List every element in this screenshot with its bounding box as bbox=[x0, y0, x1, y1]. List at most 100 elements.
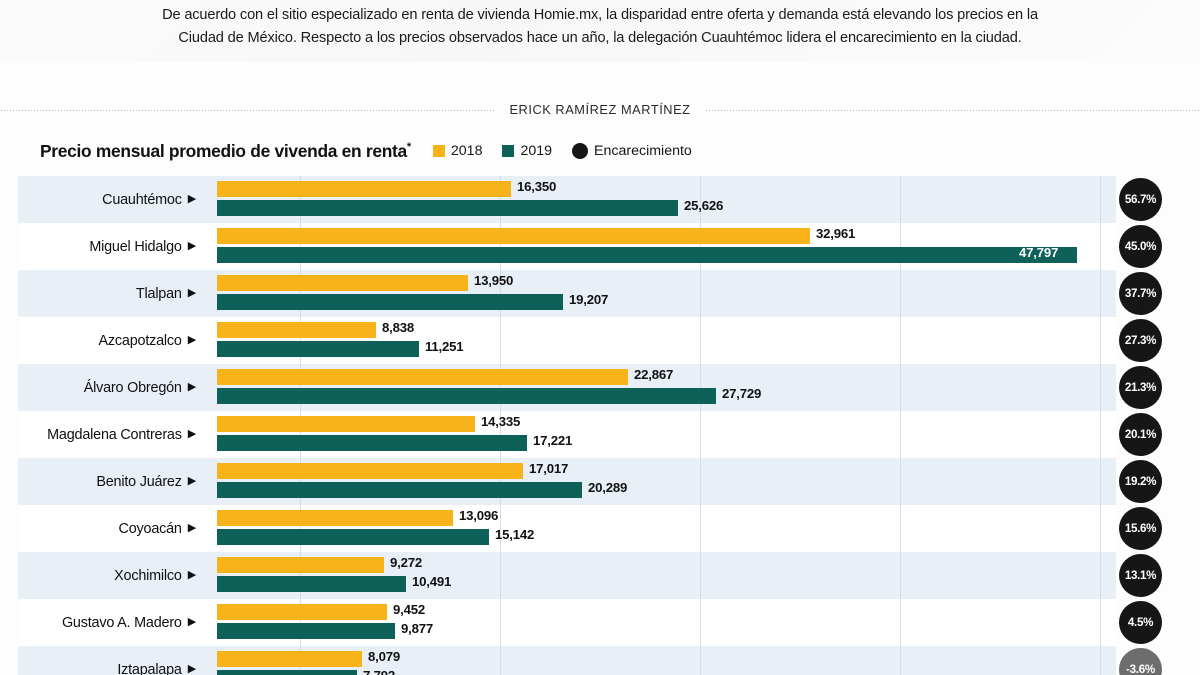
chart-row[interactable]: Azcapotzalco ▶ 8,838 11,251 27.3% bbox=[0, 317, 1200, 364]
gridline bbox=[900, 552, 901, 599]
chart-row[interactable]: Coyoacán ▶ 13,096 15,142 15.6% bbox=[0, 505, 1200, 552]
category-label: Benito Juárez ▶ bbox=[0, 458, 196, 505]
deck-line-1: De acuerdo con el sitio especializado en… bbox=[162, 7, 1038, 23]
bar-2019[interactable] bbox=[217, 482, 582, 498]
gridline bbox=[300, 458, 301, 505]
chart-row[interactable]: Xochimilco ▶ 9,272 10,491 13.1% bbox=[0, 552, 1200, 599]
bar-2019[interactable] bbox=[217, 576, 406, 592]
gridline bbox=[500, 176, 501, 223]
chart-row[interactable]: Cuauhtémoc ▶ 16,350 25,626 56.7% bbox=[0, 176, 1200, 223]
chart-row[interactable]: Gustavo A. Madero ▶ 9,452 9,877 4.5% bbox=[0, 599, 1200, 646]
gridline bbox=[700, 458, 701, 505]
bar-2018[interactable] bbox=[217, 275, 468, 291]
gridline bbox=[300, 270, 301, 317]
gridline bbox=[500, 599, 501, 646]
author-byline: ERICK RAMÍREZ MARTÍNEZ bbox=[509, 101, 691, 117]
gridline bbox=[900, 646, 901, 675]
bar-value-label: 9,452 bbox=[393, 602, 426, 617]
category-label-text: Benito Juárez bbox=[96, 473, 182, 490]
bar-2018[interactable] bbox=[217, 322, 376, 338]
gridline bbox=[1100, 646, 1101, 675]
gridline bbox=[900, 505, 901, 552]
category-label: Magdalena Contreras ▶ bbox=[0, 411, 196, 458]
gridline bbox=[700, 317, 701, 364]
bar-2019[interactable] bbox=[217, 200, 678, 216]
bar-chart-plot: Cuauhtémoc ▶ 16,350 25,626 56.7% Miguel Hidal… bbox=[0, 176, 1200, 675]
byline-row: ERICK RAMÍREZ MARTÍNEZ bbox=[0, 96, 1200, 122]
caret-right-icon: ▶ bbox=[187, 569, 196, 581]
caret-right-icon: ▶ bbox=[187, 663, 196, 675]
bar-2018[interactable] bbox=[217, 181, 511, 197]
bar-2018[interactable] bbox=[217, 510, 453, 526]
bar-value-label: 13,950 bbox=[474, 273, 514, 288]
row-bars: 8,838 11,251 bbox=[217, 317, 1200, 364]
bar-2018[interactable] bbox=[217, 416, 475, 432]
deck-text: De acuerdo con el sitio especializado en… bbox=[0, 0, 1200, 62]
gridline bbox=[300, 505, 301, 552]
bar-2018[interactable] bbox=[217, 369, 628, 385]
chart-row[interactable]: Álvaro Obregón ▶ 22,867 27,729 21.3% bbox=[0, 364, 1200, 411]
gridline bbox=[900, 599, 901, 646]
row-bars: 13,096 15,142 bbox=[217, 505, 1200, 552]
gridline bbox=[900, 270, 901, 317]
chart-row[interactable]: Magdalena Contreras ▶ 14,335 17,221 20.1% bbox=[0, 411, 1200, 458]
bar-value-label: 17,017 bbox=[529, 461, 569, 476]
gridline bbox=[1100, 270, 1101, 317]
legend-label-encarecimiento: Encarecimiento bbox=[594, 143, 692, 159]
chart-row[interactable]: Iztapalapa ▶ 8,079 7,792 -3.6% bbox=[0, 646, 1200, 675]
category-label: Álvaro Obregón ▶ bbox=[0, 364, 196, 411]
encarecimiento-badge: 20.1% bbox=[1119, 413, 1162, 456]
chart-row[interactable]: Benito Juárez ▶ 17,017 20,289 19.2% bbox=[0, 458, 1200, 505]
bar-2019[interactable] bbox=[217, 623, 395, 639]
gridline bbox=[500, 364, 501, 411]
category-label: Coyoacán ▶ bbox=[0, 505, 197, 552]
gridline bbox=[700, 505, 701, 552]
bar-2019[interactable] bbox=[217, 529, 489, 545]
legend-label-2019: 2019 bbox=[520, 143, 553, 159]
gridlines bbox=[217, 505, 1116, 552]
legend-item-encarecimiento[interactable]: Encarecimiento bbox=[572, 143, 692, 159]
gridline bbox=[900, 176, 901, 223]
bar-value-label: 19,207 bbox=[569, 292, 609, 307]
caret-right-icon: ▶ bbox=[187, 428, 196, 440]
bar-2018[interactable] bbox=[217, 228, 810, 244]
chart-title-text: Precio mensual promedio de vivenda en re… bbox=[40, 140, 407, 161]
category-label-text: Álvaro Obregón bbox=[83, 379, 182, 396]
bar-2019[interactable] bbox=[217, 388, 716, 404]
category-label: Xochimilco ▶ bbox=[0, 552, 196, 599]
gridline bbox=[500, 646, 501, 675]
bar-2019[interactable] bbox=[217, 670, 357, 675]
bar-2018[interactable] bbox=[217, 604, 387, 620]
chart-title: Precio mensual promedio de vivenda en re… bbox=[40, 141, 411, 162]
chart-row[interactable]: Miguel Hidalgo ▶ 32,961 47,797 45.0% bbox=[0, 223, 1200, 270]
gridline bbox=[500, 552, 501, 599]
caret-right-icon: ▶ bbox=[187, 287, 196, 299]
gridline bbox=[300, 411, 301, 458]
gridlines bbox=[217, 317, 1116, 364]
deck-line-2: Ciudad de México. Respecto a los precios… bbox=[178, 29, 1022, 46]
gridline bbox=[500, 223, 501, 270]
encarecimiento-badge: 45.0% bbox=[1119, 225, 1162, 268]
gridline bbox=[1100, 411, 1101, 458]
bar-2019[interactable] bbox=[217, 435, 527, 451]
legend-swatch-encarecimiento-icon bbox=[572, 143, 589, 159]
gridline bbox=[500, 411, 501, 458]
bar-2019[interactable] bbox=[217, 341, 419, 357]
byline-rule-left bbox=[0, 110, 496, 111]
row-stripe bbox=[18, 317, 1116, 364]
bar-2018[interactable] bbox=[217, 557, 384, 573]
chart-row[interactable]: Tlalpan ▶ 13,950 19,207 37.7% bbox=[0, 270, 1200, 317]
legend-item-2019[interactable]: 2019 bbox=[502, 143, 552, 159]
bar-2019[interactable] bbox=[217, 294, 563, 310]
legend-item-2018[interactable]: 2018 bbox=[432, 143, 482, 159]
gridline bbox=[500, 458, 501, 505]
row-bars: 14,335 17,221 bbox=[217, 411, 1200, 458]
category-label-text: Gustavo A. Madero bbox=[61, 614, 182, 631]
bar-value-label: 25,626 bbox=[684, 198, 724, 213]
bar-value-label: 22,867 bbox=[634, 367, 674, 382]
bar-2018[interactable] bbox=[217, 651, 362, 667]
category-label: Iztapalapa ▶ bbox=[0, 646, 196, 675]
bar-2018[interactable] bbox=[217, 463, 523, 479]
gridline bbox=[900, 411, 901, 458]
bar-2019[interactable] bbox=[217, 247, 1077, 263]
